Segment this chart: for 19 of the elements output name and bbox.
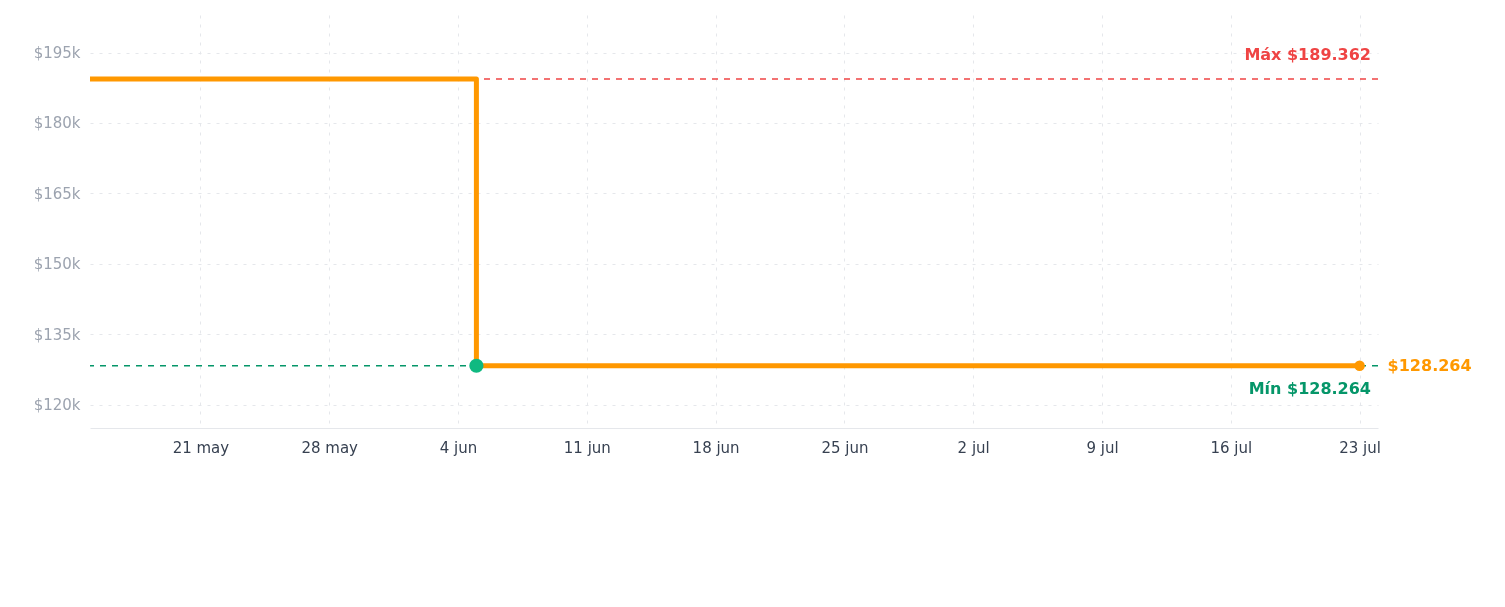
x-tick-label: 16 jul <box>1210 438 1253 457</box>
ref-line-label: Mín $128.264 <box>1248 378 1371 398</box>
y-tick-label: $120k <box>33 396 81 415</box>
x-tick-label: 2 jul <box>957 438 990 457</box>
y-tick-label: $165k <box>33 184 81 203</box>
y-tick-label: $180k <box>33 114 81 133</box>
x-tick-label: 18 jun <box>692 438 740 457</box>
x-tick-label: 23 jul <box>1339 438 1381 457</box>
x-tick-label: 25 jun <box>821 438 869 457</box>
y-tick-label: $195k <box>33 44 81 63</box>
ref-line-label: Máx $189.362 <box>1244 45 1371 65</box>
x-tick-label: 11 jun <box>563 438 611 457</box>
x-tick-label: 9 jul <box>1086 438 1119 457</box>
x-tick-label: 21 may <box>172 438 230 457</box>
annotation: $128.264 <box>1387 355 1472 375</box>
x-tick-label: 28 may <box>301 438 359 457</box>
y-tick-label: $135k <box>33 325 81 344</box>
y-tick-label: $150k <box>33 255 81 274</box>
x-tick-label: 4 jun <box>439 438 478 457</box>
